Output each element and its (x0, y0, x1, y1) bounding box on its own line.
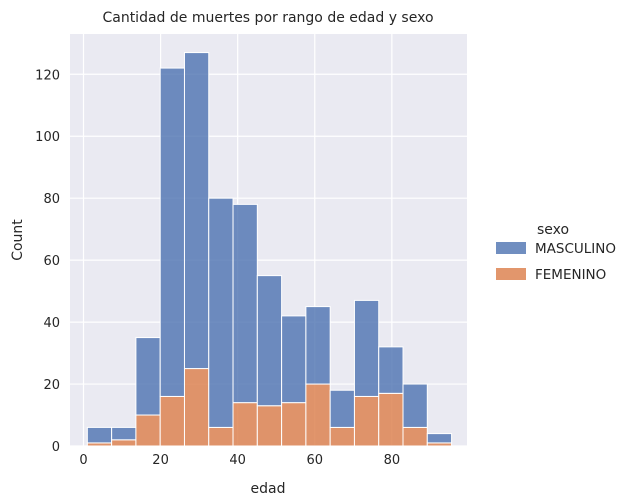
bar-femenino (111, 439, 137, 447)
legend-swatch-femenino (496, 268, 526, 280)
bar-masculino (111, 426, 137, 441)
y-tick-label: 120 (35, 68, 60, 83)
bar-masculino (208, 197, 234, 428)
y-tick-label: 60 (43, 254, 60, 269)
bar-masculino (281, 315, 307, 404)
y-tick-label: 0 (52, 440, 60, 455)
bar-masculino (256, 275, 283, 407)
axis-ticks: 0 20 40 60 80 0 20 40 60 80 100 120 (35, 68, 400, 468)
y-tick-label: 100 (35, 130, 60, 145)
bar-masculino (353, 299, 380, 397)
legend-label-masculino: MASCULINO (535, 241, 616, 257)
x-axis-title: edad (251, 481, 286, 497)
bar-femenino (208, 426, 234, 447)
bar-masculino (426, 433, 453, 444)
bar-femenino (232, 402, 258, 447)
y-axis-title: Count (10, 219, 26, 261)
bar-femenino (329, 426, 355, 447)
bar-femenino (353, 395, 380, 447)
y-tick-label: 20 (43, 378, 60, 393)
bar-femenino (402, 426, 428, 447)
x-tick-label: 20 (152, 453, 169, 468)
x-tick-label: 80 (384, 453, 401, 468)
y-tick-label: 80 (43, 192, 60, 207)
bar-femenino (281, 402, 307, 447)
bar-masculino (305, 306, 331, 385)
histogram-bars (86, 52, 453, 447)
x-tick-label: 40 (229, 453, 246, 468)
bar-masculino (159, 67, 185, 397)
bar-femenino (256, 405, 283, 447)
x-tick-label: 60 (306, 453, 323, 468)
legend-title: sexo (537, 222, 569, 238)
bar-masculino (183, 52, 210, 370)
bar-masculino (135, 337, 161, 416)
bar-femenino (305, 383, 331, 447)
bar-femenino (135, 414, 161, 447)
bar-masculino (378, 346, 404, 394)
bar-femenino (378, 392, 404, 447)
legend-swatch-masculino (496, 242, 526, 254)
bar-masculino (232, 203, 258, 404)
bar-masculino (86, 426, 113, 444)
legend-label-femenino: FEMENINO (535, 267, 606, 283)
bar-femenino (159, 395, 185, 447)
bar-masculino (329, 389, 355, 428)
bar-masculino (402, 383, 428, 428)
chart-title: Cantidad de muertes por rango de edad y … (102, 10, 433, 26)
legend: sexo MASCULINO FEMENINO (496, 222, 616, 283)
x-tick-label: 0 (79, 453, 87, 468)
y-tick-label: 40 (43, 316, 60, 331)
bar-femenino (183, 368, 210, 447)
